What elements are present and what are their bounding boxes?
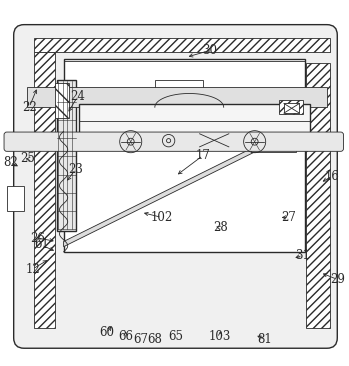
Polygon shape — [64, 142, 265, 247]
Text: 66: 66 — [118, 330, 133, 343]
FancyBboxPatch shape — [14, 25, 337, 348]
FancyBboxPatch shape — [4, 132, 343, 151]
Bar — [306, 63, 331, 328]
Bar — [79, 104, 310, 135]
Text: 17: 17 — [195, 149, 210, 162]
Text: 16: 16 — [325, 169, 340, 183]
Text: 102: 102 — [150, 211, 173, 224]
Text: 31: 31 — [295, 249, 310, 262]
Bar — [7, 186, 24, 210]
Text: 82: 82 — [3, 156, 17, 169]
Bar — [57, 80, 76, 231]
Text: 12: 12 — [25, 262, 40, 276]
Bar — [284, 104, 299, 113]
Bar — [64, 59, 305, 252]
Bar — [200, 134, 229, 147]
Text: 81: 81 — [258, 333, 272, 346]
Bar — [55, 83, 69, 117]
Text: 29: 29 — [330, 273, 345, 286]
Bar — [251, 133, 296, 152]
Text: 67: 67 — [134, 333, 149, 346]
Text: 28: 28 — [213, 221, 228, 234]
Text: 24: 24 — [70, 90, 85, 104]
Bar — [28, 87, 327, 107]
Text: 27: 27 — [282, 211, 297, 224]
Bar — [34, 38, 331, 52]
Text: 22: 22 — [22, 101, 37, 114]
Text: 60: 60 — [99, 326, 114, 339]
Text: 30: 30 — [202, 44, 217, 57]
Text: 61: 61 — [34, 239, 49, 251]
Bar — [279, 100, 303, 114]
Text: 68: 68 — [147, 333, 162, 346]
Bar — [34, 52, 55, 328]
Bar — [155, 81, 203, 93]
Text: 65: 65 — [168, 330, 183, 343]
Text: 23: 23 — [68, 163, 83, 176]
Text: 103: 103 — [209, 330, 231, 343]
Text: 26: 26 — [30, 232, 45, 244]
Text: 25: 25 — [20, 152, 35, 165]
